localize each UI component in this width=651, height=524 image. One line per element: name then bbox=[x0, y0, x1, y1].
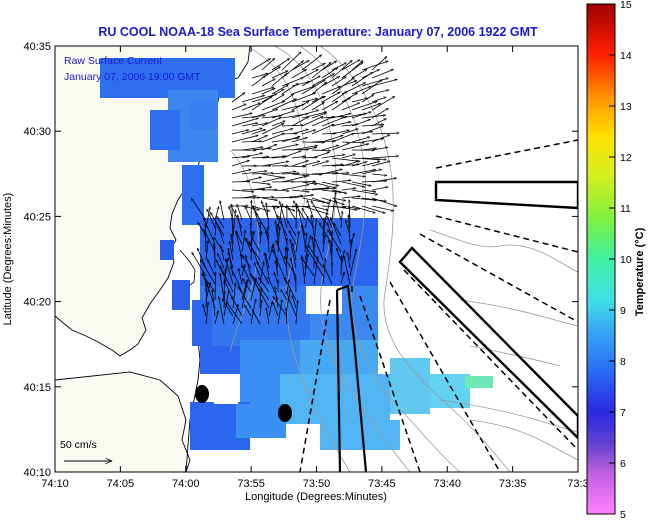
x-tick-label: 74:00 bbox=[172, 478, 200, 490]
colorbar-tick-label: 5 bbox=[620, 509, 626, 519]
station-marker-1 bbox=[195, 385, 209, 403]
y-tick-label: 40:25 bbox=[23, 211, 51, 223]
station-marker-2 bbox=[278, 404, 292, 422]
inset-label-2: January 07, 2006 19:00 GMT bbox=[64, 71, 201, 83]
y-tick-label: 40:20 bbox=[23, 297, 51, 309]
x-tick-label: 74:05 bbox=[107, 478, 135, 490]
scale-label: 50 cm/s bbox=[60, 439, 97, 451]
chart-title: RU COOL NOAA-18 Sea Surface Temperature:… bbox=[98, 25, 538, 39]
y-axis-label: Latitude (Degrees:Minutes) bbox=[2, 193, 14, 326]
colorbar-tick-label: 9 bbox=[620, 305, 626, 317]
colorbar-tick-label: 7 bbox=[620, 407, 626, 419]
x-tick-label: 74:10 bbox=[41, 478, 69, 490]
x-tick-label: 73:3 bbox=[567, 478, 588, 490]
x-tick-label: 73:55 bbox=[237, 478, 265, 490]
y-tick-label: 40:10 bbox=[23, 467, 51, 479]
colorbar-tick-label: 14 bbox=[620, 50, 632, 62]
y-tick-label: 40:15 bbox=[23, 382, 51, 394]
x-tick-label: 73:40 bbox=[433, 478, 461, 490]
y-tick-label: 40:35 bbox=[23, 41, 51, 53]
inset-label-1: Raw Surface Current bbox=[64, 55, 162, 67]
y-tick-label: 40:30 bbox=[23, 126, 51, 138]
colorbar-tick-label: 13 bbox=[620, 101, 632, 113]
colorbar-tick-label: 12 bbox=[620, 152, 632, 164]
colorbar-tick-label: 11 bbox=[620, 203, 631, 215]
colorbar-tick-label: 6 bbox=[620, 458, 626, 470]
x-tick-label: 73:35 bbox=[499, 478, 527, 490]
x-tick-label: 73:50 bbox=[303, 478, 331, 490]
colorbar-tick-label: 10 bbox=[620, 254, 632, 266]
colorbar-label: Temperature (°C) bbox=[634, 227, 646, 316]
x-axis-label: Longitude (Degrees:Minutes) bbox=[245, 491, 387, 503]
current-vector bbox=[206, 279, 207, 292]
colorbar-tick-label: 15 bbox=[620, 0, 632, 11]
current-vector bbox=[260, 221, 261, 236]
colorbar-tick-label: 8 bbox=[620, 356, 626, 368]
x-tick-label: 73:45 bbox=[368, 478, 396, 490]
